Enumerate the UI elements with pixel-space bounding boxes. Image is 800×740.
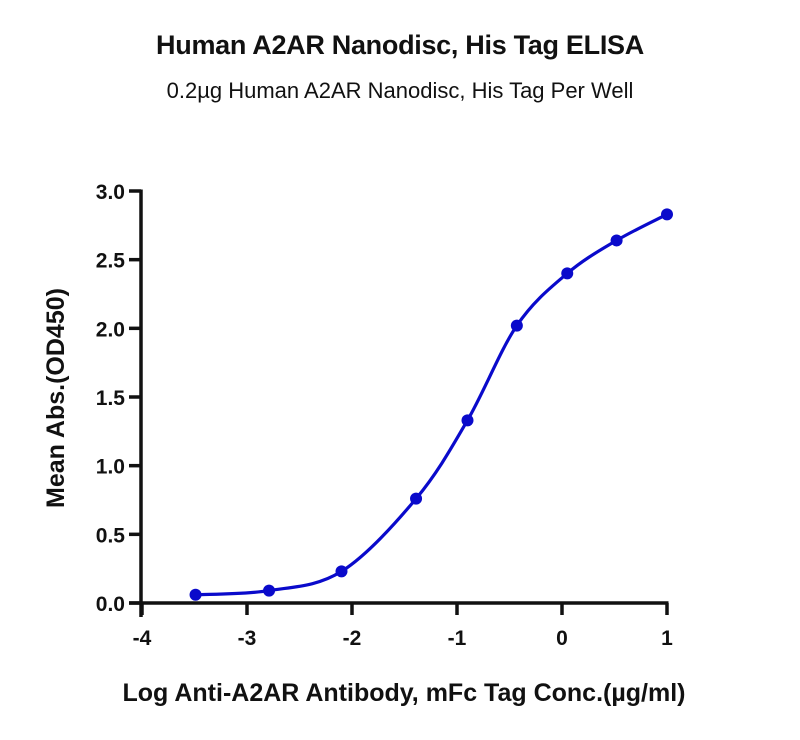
x-axis: -4 -3 -2 -1 0 1 [129,601,673,650]
y-tick-label: 0.0 [96,593,125,616]
data-point [263,584,276,597]
y-tick-label: 1.5 [96,387,126,410]
x-tick-label: -4 [133,627,152,650]
x-tick-label: -3 [238,627,257,650]
x-tick-label: 1 [661,627,673,650]
y-axis: 0.0 0.5 1.0 1.5 2.0 2.5 3.0 [96,181,143,617]
data-point [189,588,202,601]
data-point [410,492,423,505]
data-point [510,319,523,332]
data-point [661,208,673,221]
y-tick-label: 0.5 [96,524,126,547]
fit-curve [193,212,669,597]
x-axis-title: Log Anti-A2AR Antibody, mFc Tag Conc.(µg… [123,679,686,707]
data-points [189,208,673,601]
data-point [335,565,348,578]
data-point [461,414,474,427]
y-tick-label: 2.5 [96,250,126,273]
data-point [610,234,623,247]
y-axis-title: Mean Abs.(OD450) [42,288,70,508]
y-tick-label: 3.0 [96,181,125,204]
x-tick-label: -2 [343,627,362,650]
x-tick-label: 0 [556,627,568,650]
data-point [561,267,574,280]
y-tick-label: 1.0 [96,456,125,479]
chart-subtitle: 0.2µg Human A2AR Nanodisc, His Tag Per W… [166,78,634,103]
x-tick-label: -1 [448,627,467,650]
chart-title: Human A2AR Nanodisc, His Tag ELISA [156,30,644,60]
y-tick-label: 2.0 [96,318,125,341]
